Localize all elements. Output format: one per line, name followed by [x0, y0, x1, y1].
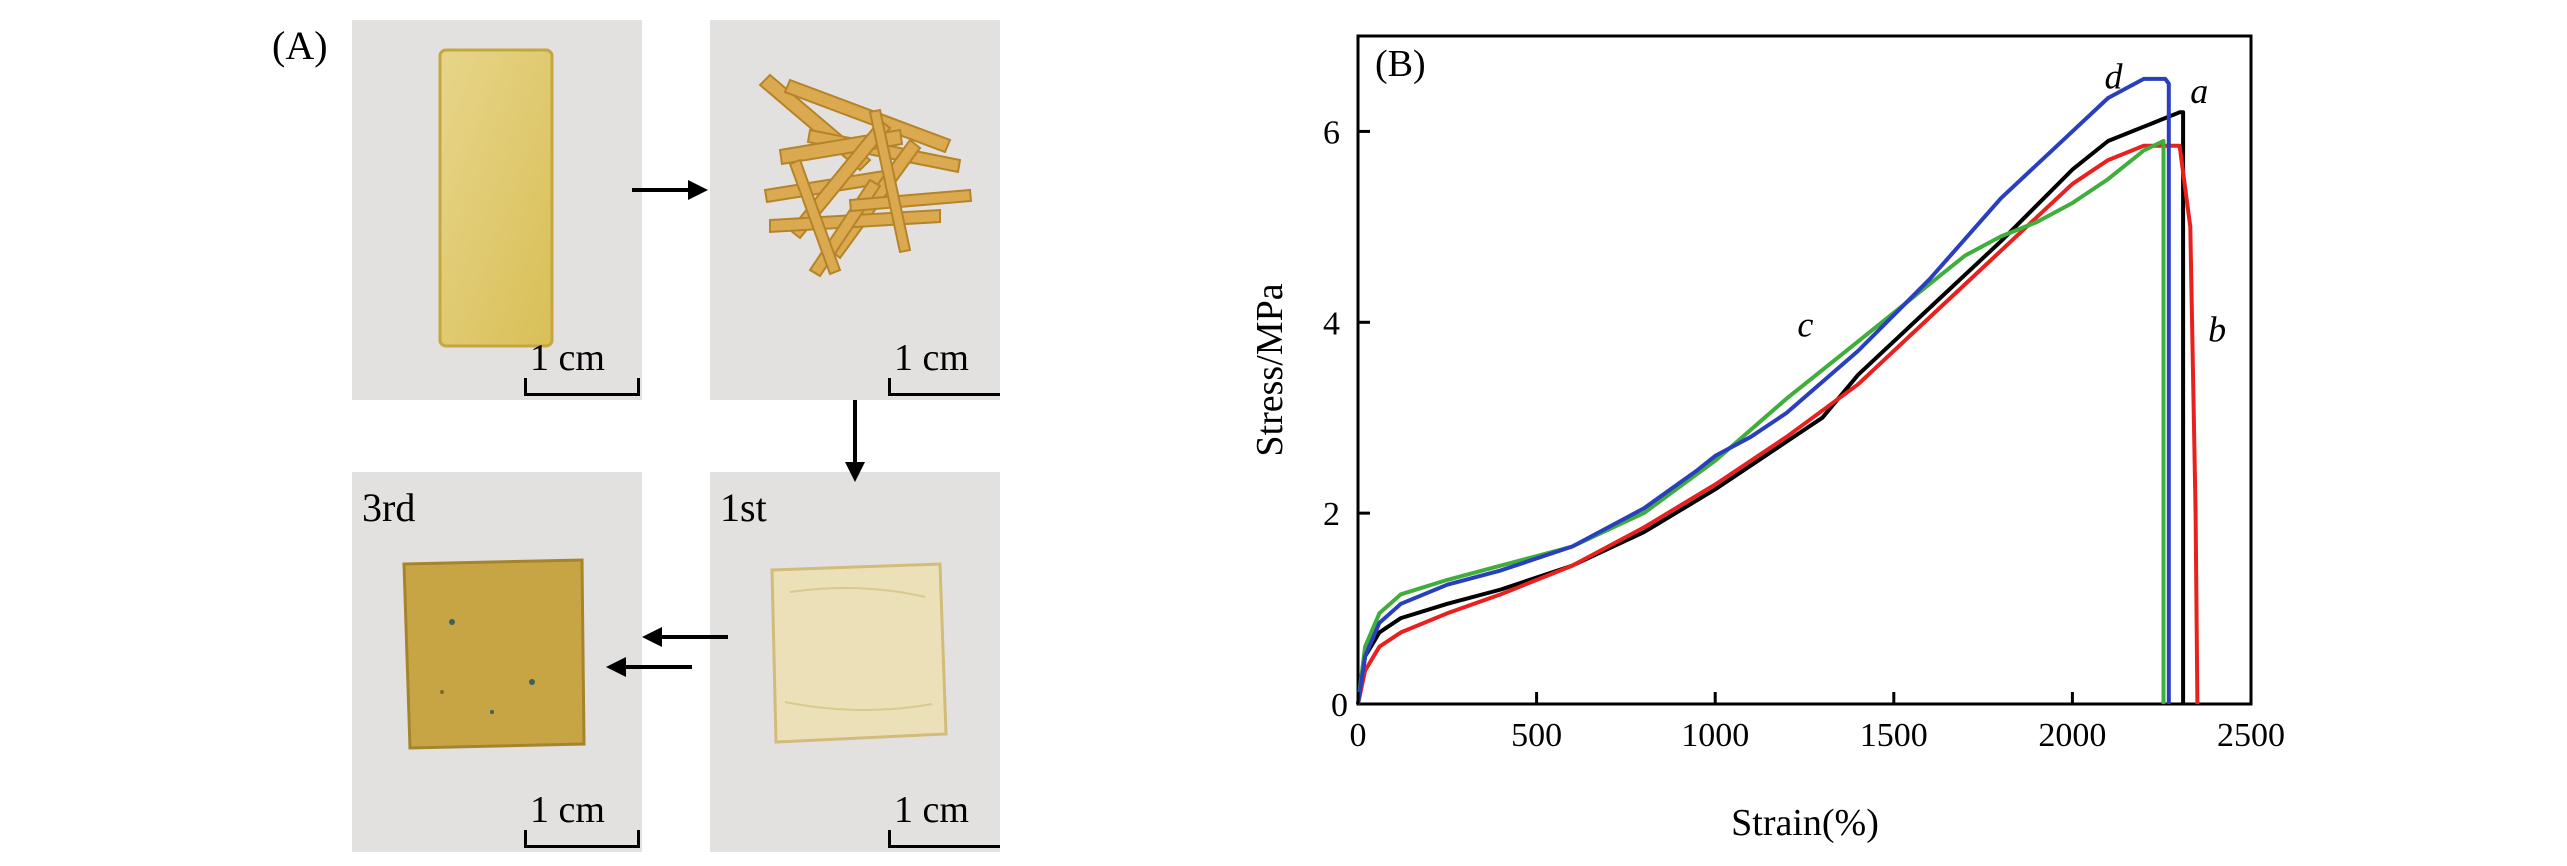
- scale-bar: [888, 830, 1000, 848]
- photo-tag: 3rd: [362, 485, 416, 530]
- photo-first-recycled: 1st 1 cm: [710, 472, 1000, 852]
- scale-bar: [524, 830, 640, 848]
- curve-label-c: c: [1797, 305, 1813, 345]
- curve-label-b: b: [2208, 309, 2226, 349]
- scale-label: 1 cm: [530, 789, 605, 831]
- y-tick-label: 6: [1323, 114, 1340, 151]
- scale-label: 1 cm: [894, 337, 969, 379]
- x-axis-title: Strain(%): [1731, 802, 1879, 844]
- yellow-strip-illustration: [438, 48, 554, 348]
- curve-label-a: a: [2190, 71, 2208, 111]
- y-tick-label: 4: [1323, 305, 1340, 342]
- series-line-b: [1356, 143, 2200, 705]
- panel-b-label: (B): [1375, 43, 1426, 85]
- scale-bar: [524, 378, 640, 396]
- y-tick-label: 2: [1323, 496, 1340, 533]
- y-tick-label: 0: [1331, 687, 1348, 724]
- x-tick-label: 1000: [1681, 717, 1749, 754]
- scale-label: 1 cm: [530, 337, 605, 379]
- arrow-right: [632, 180, 708, 200]
- scale-bar: [888, 378, 1000, 396]
- x-tick-label: 2500: [2217, 717, 2285, 754]
- photo-cut-pieces: 1 cm: [710, 20, 1000, 400]
- scale-label: 1 cm: [894, 789, 969, 831]
- x-tick-label: 500: [1511, 717, 1562, 754]
- panel-a-label: (A): [272, 23, 328, 68]
- arrow-down: [845, 400, 865, 482]
- curve-label-d: d: [2105, 56, 2124, 96]
- arrow-left-upper: [642, 627, 728, 647]
- arrow-left-lower: [606, 657, 692, 677]
- plot-frame: [1356, 34, 2253, 706]
- clear-square-illustration: [770, 562, 948, 744]
- series-line-a: [1356, 110, 2186, 705]
- x-tick-label: 0: [1350, 717, 1367, 754]
- series-line-d: [1356, 76, 2171, 705]
- y-axis-title: Stress/MPa: [1249, 283, 1291, 456]
- cut-pieces-illustration: [758, 73, 973, 278]
- photo-original-strip: 1 cm: [352, 20, 642, 400]
- series-line-c: [1356, 139, 2166, 705]
- x-tick-label: 2000: [2038, 717, 2106, 754]
- amber-square-illustration: [402, 558, 586, 750]
- photo-third-recycled: 3rd 1 cm: [352, 472, 642, 852]
- x-tick-label: 1500: [1860, 717, 1928, 754]
- photo-tag: 1st: [720, 485, 767, 530]
